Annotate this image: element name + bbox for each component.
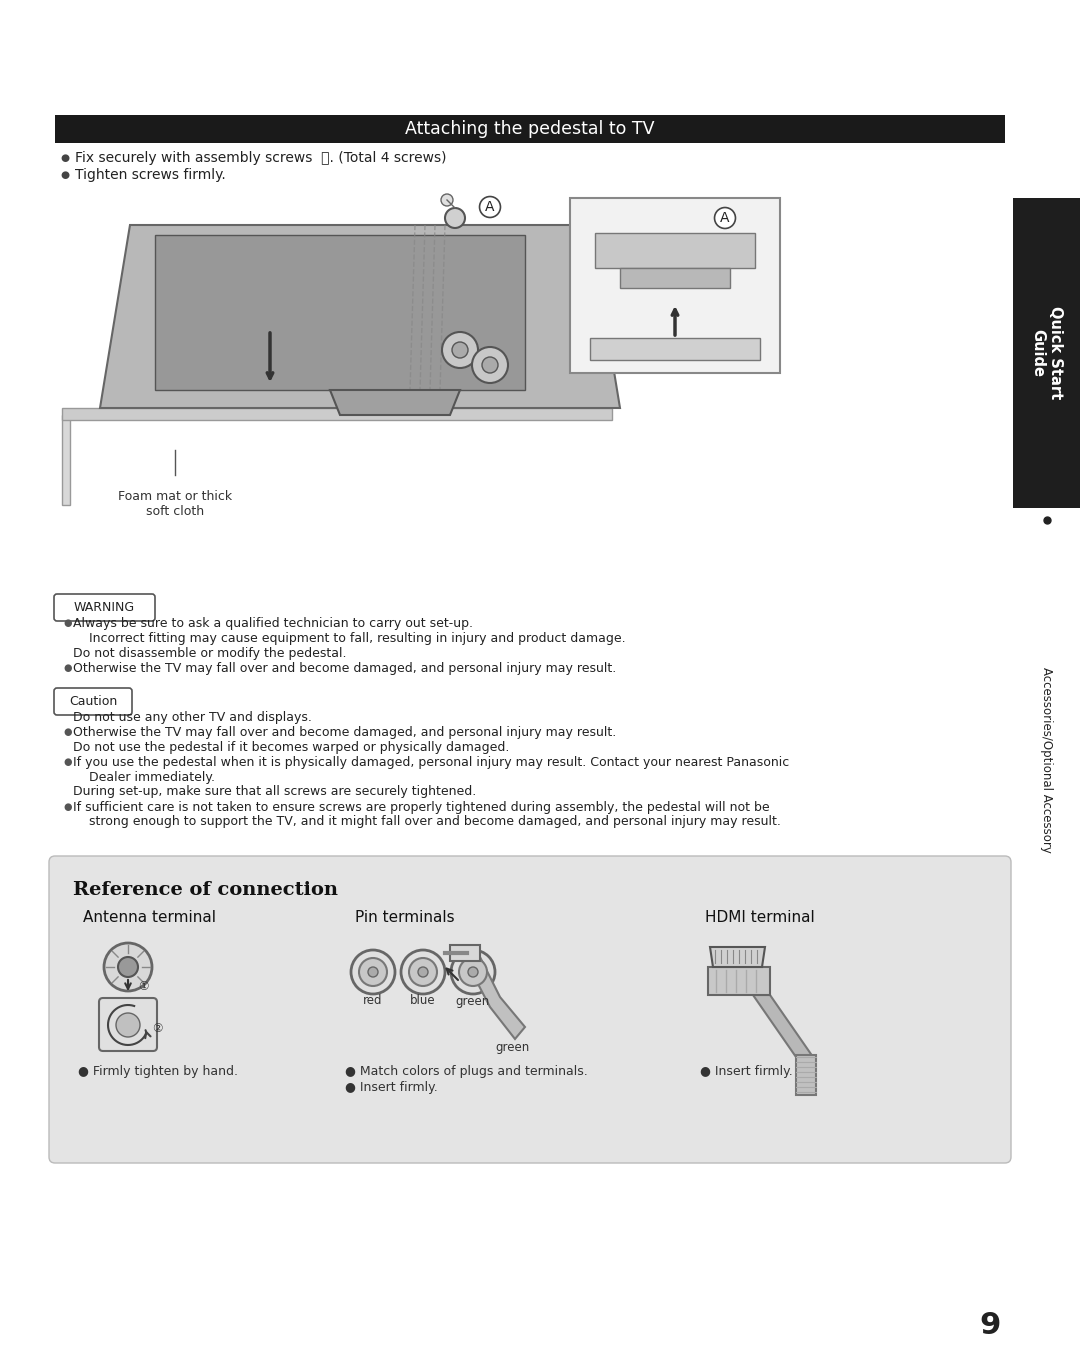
- Text: Quick Start
Guide: Quick Start Guide: [1030, 306, 1063, 399]
- Bar: [708, 967, 770, 994]
- Circle shape: [118, 957, 138, 977]
- Text: Tighten screws firmly.: Tighten screws firmly.: [75, 168, 226, 183]
- Circle shape: [351, 950, 395, 994]
- Text: ①: ①: [138, 981, 149, 993]
- Circle shape: [116, 1013, 140, 1036]
- Text: ● Firmly tighten by hand.: ● Firmly tighten by hand.: [78, 1066, 238, 1078]
- Text: HDMI terminal: HDMI terminal: [705, 909, 814, 924]
- FancyBboxPatch shape: [49, 856, 1011, 1164]
- Text: ●: ●: [63, 618, 71, 628]
- Text: ②: ②: [152, 1023, 162, 1035]
- Text: Dealer immediately.: Dealer immediately.: [73, 770, 215, 783]
- Text: If sufficient care is not taken to ensure screws are properly tightened during a: If sufficient care is not taken to ensur…: [73, 801, 770, 813]
- Circle shape: [104, 943, 152, 990]
- Circle shape: [418, 967, 428, 977]
- Bar: [55, 115, 1005, 143]
- Text: ●: ●: [63, 802, 71, 812]
- Text: Incorrect fitting may cause equipment to fall, resulting in injury and product d: Incorrect fitting may cause equipment to…: [73, 632, 625, 644]
- Text: Do not use the pedestal if it becomes warped or physically damaged.: Do not use the pedestal if it becomes wa…: [73, 740, 510, 754]
- Text: A: A: [720, 211, 730, 225]
- Circle shape: [453, 342, 468, 359]
- Circle shape: [482, 357, 498, 373]
- Polygon shape: [100, 225, 620, 409]
- Polygon shape: [450, 947, 525, 1039]
- Polygon shape: [450, 944, 480, 961]
- Text: During set-up, make sure that all screws are securely tightened.: During set-up, make sure that all screws…: [73, 786, 476, 798]
- Bar: [620, 268, 730, 288]
- Bar: [1013, 198, 1080, 507]
- FancyBboxPatch shape: [99, 999, 157, 1051]
- FancyBboxPatch shape: [54, 594, 156, 621]
- Circle shape: [359, 958, 387, 986]
- Text: Otherwise the TV may fall over and become damaged, and personal injury may resul: Otherwise the TV may fall over and becom…: [73, 662, 617, 675]
- Text: green: green: [456, 994, 490, 1008]
- Circle shape: [451, 950, 495, 994]
- Circle shape: [409, 958, 437, 986]
- Bar: [570, 198, 780, 373]
- Text: ● Insert firmly.: ● Insert firmly.: [700, 1066, 793, 1078]
- Circle shape: [459, 958, 487, 986]
- Text: Do not disassemble or modify the pedestal.: Do not disassemble or modify the pedesta…: [73, 647, 347, 659]
- Text: strong enough to support the TV, and it might fall over and become damaged, and : strong enough to support the TV, and it …: [73, 816, 781, 828]
- Text: ●: ●: [63, 663, 71, 672]
- Text: 9: 9: [980, 1311, 1001, 1339]
- Text: A: A: [485, 200, 495, 214]
- Text: red: red: [363, 994, 382, 1008]
- FancyBboxPatch shape: [54, 687, 132, 714]
- Text: WARNING: WARNING: [73, 601, 135, 614]
- Text: ● Match colors of plugs and terminals.: ● Match colors of plugs and terminals.: [345, 1066, 588, 1078]
- Circle shape: [442, 331, 478, 368]
- Circle shape: [401, 950, 445, 994]
- Bar: [590, 338, 760, 360]
- Circle shape: [368, 967, 378, 977]
- Text: Caution: Caution: [69, 695, 117, 708]
- Text: If you use the pedestal when it is physically damaged, personal injury may resul: If you use the pedestal when it is physi…: [73, 755, 789, 769]
- Bar: [156, 235, 525, 390]
- Text: ●: ●: [63, 756, 71, 767]
- Text: Do not use any other TV and displays.: Do not use any other TV and displays.: [73, 710, 312, 724]
- Text: green: green: [496, 1040, 530, 1054]
- Bar: [62, 415, 70, 505]
- Polygon shape: [753, 994, 813, 1057]
- Bar: [62, 409, 612, 419]
- Text: ● Insert firmly.: ● Insert firmly.: [345, 1081, 437, 1093]
- Text: blue: blue: [410, 994, 436, 1008]
- Polygon shape: [796, 1055, 816, 1095]
- Circle shape: [441, 193, 453, 206]
- Polygon shape: [330, 390, 460, 415]
- Text: Pin terminals: Pin terminals: [355, 909, 455, 924]
- Text: Fix securely with assembly screws  Ⓐ. (Total 4 screws): Fix securely with assembly screws Ⓐ. (To…: [75, 152, 446, 165]
- Text: Always be sure to ask a qualified technician to carry out set-up.: Always be sure to ask a qualified techni…: [73, 617, 473, 629]
- Text: ●: ●: [63, 727, 71, 737]
- Bar: [595, 233, 755, 268]
- Text: Antenna terminal: Antenna terminal: [83, 909, 216, 924]
- Text: Accessories/Optional Accessory: Accessories/Optional Accessory: [1040, 667, 1053, 852]
- Polygon shape: [710, 947, 765, 967]
- Text: Attaching the pedestal to TV: Attaching the pedestal to TV: [405, 120, 654, 138]
- Circle shape: [445, 208, 465, 229]
- Circle shape: [472, 346, 508, 383]
- Text: Otherwise the TV may fall over and become damaged, and personal injury may resul: Otherwise the TV may fall over and becom…: [73, 725, 617, 739]
- Text: Reference of connection: Reference of connection: [73, 881, 338, 898]
- Text: ●: ●: [60, 153, 69, 162]
- Circle shape: [468, 967, 478, 977]
- Text: Foam mat or thick
soft cloth: Foam mat or thick soft cloth: [118, 490, 232, 518]
- Text: ●: ●: [60, 170, 69, 180]
